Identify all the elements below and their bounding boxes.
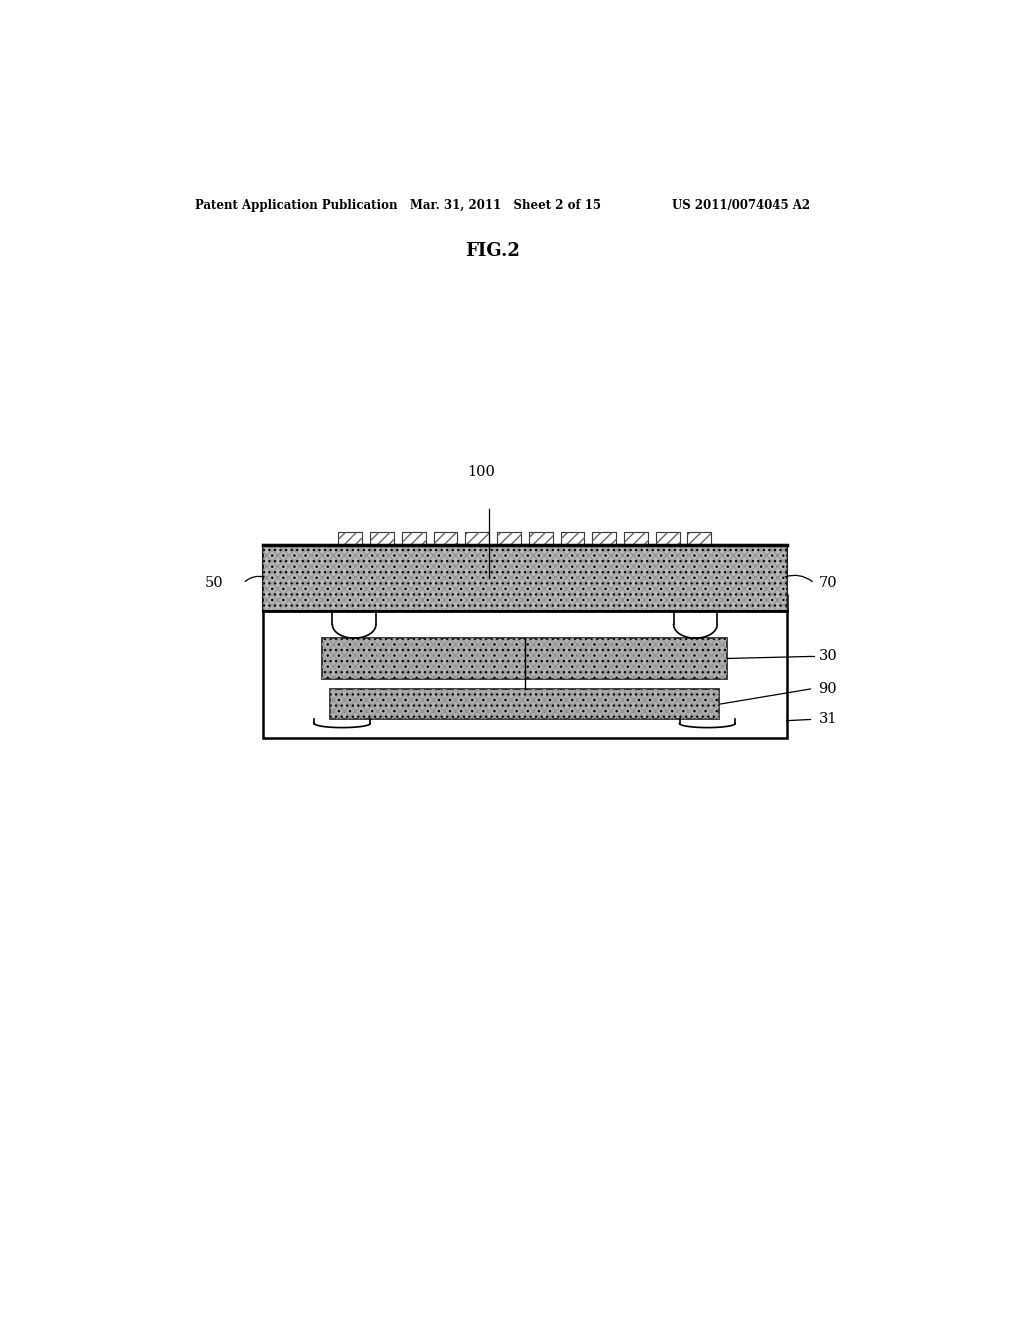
Bar (433, 532, 458, 545)
Bar (560, 532, 585, 545)
Bar (655, 532, 680, 545)
Text: US 2011/0074045 A2: US 2011/0074045 A2 (672, 199, 810, 213)
Bar (592, 532, 616, 545)
Bar (624, 532, 648, 545)
Bar (263, 545, 786, 611)
Bar (687, 532, 712, 545)
Bar (433, 532, 458, 545)
Bar (465, 532, 489, 545)
Bar (338, 532, 362, 545)
Bar (331, 689, 719, 719)
Bar (323, 638, 727, 678)
Bar (370, 532, 394, 545)
Text: 50: 50 (205, 577, 223, 590)
Bar (401, 532, 426, 545)
Text: 90: 90 (818, 682, 837, 696)
Bar (687, 532, 712, 545)
Text: 100: 100 (467, 465, 495, 479)
Bar (401, 532, 426, 545)
Bar (331, 689, 719, 719)
Bar (465, 532, 489, 545)
Bar (624, 532, 648, 545)
Bar (560, 532, 585, 545)
Text: 30: 30 (818, 649, 838, 664)
Text: FIG.2: FIG.2 (466, 242, 520, 260)
Text: 70: 70 (818, 577, 837, 590)
Bar (323, 638, 727, 678)
Bar (592, 532, 616, 545)
Bar (370, 532, 394, 545)
Bar (528, 532, 553, 545)
Bar (655, 532, 680, 545)
Text: Patent Application Publication   Mar. 31, 2011   Sheet 2 of 15: Patent Application Publication Mar. 31, … (196, 199, 601, 213)
Bar (497, 532, 521, 545)
Bar (338, 532, 362, 545)
Bar (528, 532, 553, 545)
Bar (263, 595, 786, 738)
Bar (497, 532, 521, 545)
Bar (263, 545, 786, 611)
Text: 31: 31 (818, 713, 837, 726)
